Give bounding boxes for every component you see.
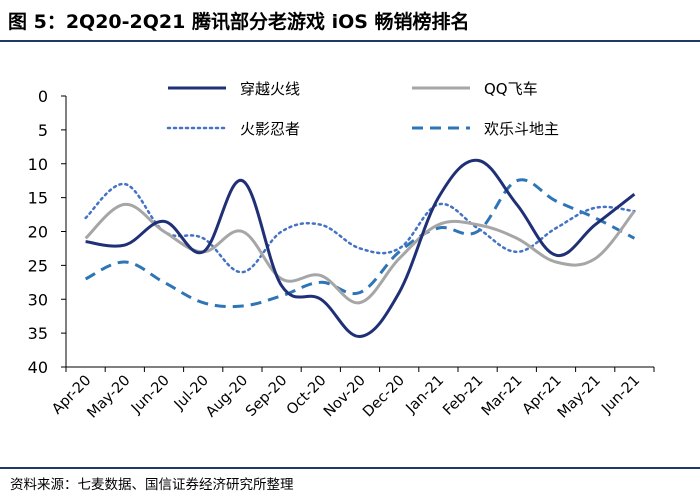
x-tick-label: May-21 [555,373,604,422]
data-point-s4 [84,278,86,280]
y-tick-label: 5 [38,121,48,140]
data-point-s3 [476,227,478,229]
y-tick-label: 15 [28,189,48,208]
x-tick-label: Sep-20 [243,373,290,420]
data-point-s4 [398,251,400,253]
data-point-s4 [633,237,635,239]
data-point-s4 [163,281,165,283]
data-point-s1 [476,159,478,161]
data-point-s2 [633,210,635,212]
x-tick-label: Feb-21 [440,373,486,419]
series-line-1 [85,158,636,339]
y-tick-label: 30 [28,290,48,309]
x-tick-label: Nov-20 [321,373,369,421]
source-note: 资料来源：七麦数据、国信证券经济研究所整理 [10,477,294,493]
data-point-s1 [241,179,243,181]
data-point-s1 [398,291,400,293]
data-point-s3 [398,247,400,249]
data-point-s1 [594,224,596,226]
data-point-s4 [476,230,478,232]
data-point-s3 [320,224,322,226]
legend-label-1: 穿越火线 [240,80,300,98]
x-tick-label: Aug-20 [203,373,251,421]
data-point-s2 [124,203,126,205]
data-point-s3 [84,217,86,219]
series-line-3 [84,182,636,274]
data-point-s4 [437,227,439,229]
data-point-s3 [594,207,596,209]
x-tick-label: Jun-21 [598,373,643,418]
title-rule [0,40,700,42]
y-tick-label: 40 [28,358,48,377]
data-point-s2 [241,230,243,232]
data-point-s4 [555,200,557,202]
data-point-s1 [124,244,126,246]
y-tick-label: 20 [28,223,48,242]
data-point-s3 [241,271,243,273]
data-point-s4 [124,261,126,263]
data-point-s4 [516,179,518,181]
data-point-s2 [398,257,400,259]
data-point-s3 [359,247,361,249]
data-point-s2 [84,237,86,239]
data-point-s3 [202,237,204,239]
data-point-s1 [163,220,165,222]
data-point-s1 [516,203,518,205]
y-tick-label: 25 [28,256,48,275]
data-point-s3 [124,183,126,185]
x-tick-label: Mar-21 [479,373,526,420]
data-point-s4 [241,305,243,307]
y-tick-label: 35 [28,324,48,343]
x-tick-label: Jan-21 [403,373,448,418]
legend-label-3: 火影忍者 [240,120,300,138]
data-point-s3 [516,251,518,253]
data-point-s4 [280,295,282,297]
data-point-s1 [320,298,322,300]
data-point-s2 [476,224,478,226]
series-line-4 [84,178,636,309]
y-tick-label: 10 [28,155,48,174]
data-point-s1 [84,240,86,242]
data-point-s4 [202,301,204,303]
data-point-s1 [555,254,557,256]
data-point-s2 [359,301,361,303]
data-point-s2 [163,230,165,232]
line-chart: 0510152025303540Apr-20May-20Jun-20Jul-20… [28,80,655,422]
data-point-s3 [437,203,439,205]
legend-label-4: 欢乐斗地主 [484,120,559,138]
data-point-s2 [280,278,282,280]
y-tick-label: 0 [38,87,48,106]
data-point-s3 [280,230,282,232]
data-point-s2 [320,274,322,276]
source-rule [0,467,700,469]
legend-label-2: QQ飞车 [484,80,538,98]
data-point-s2 [594,257,596,259]
data-point-s3 [555,227,557,229]
data-point-s4 [594,217,596,219]
x-tick-label: Jun-20 [128,373,173,418]
data-point-s1 [437,196,439,198]
data-point-s4 [359,291,361,293]
figure-title: 图 5：2Q20-2Q21 腾讯部分老游戏 iOS 畅销榜排名 [8,11,470,33]
data-point-s4 [320,281,322,283]
chart-series [84,158,636,339]
data-point-s2 [555,261,557,263]
x-tick-label: Dec-20 [360,373,408,421]
data-point-s1 [359,335,361,337]
data-point-s1 [633,193,635,195]
data-point-s2 [437,224,439,226]
series-line-2 [84,202,636,305]
data-point-s1 [202,251,204,253]
data-point-s1 [280,285,282,287]
x-tick-label: May-20 [85,373,134,422]
data-point-s2 [516,237,518,239]
